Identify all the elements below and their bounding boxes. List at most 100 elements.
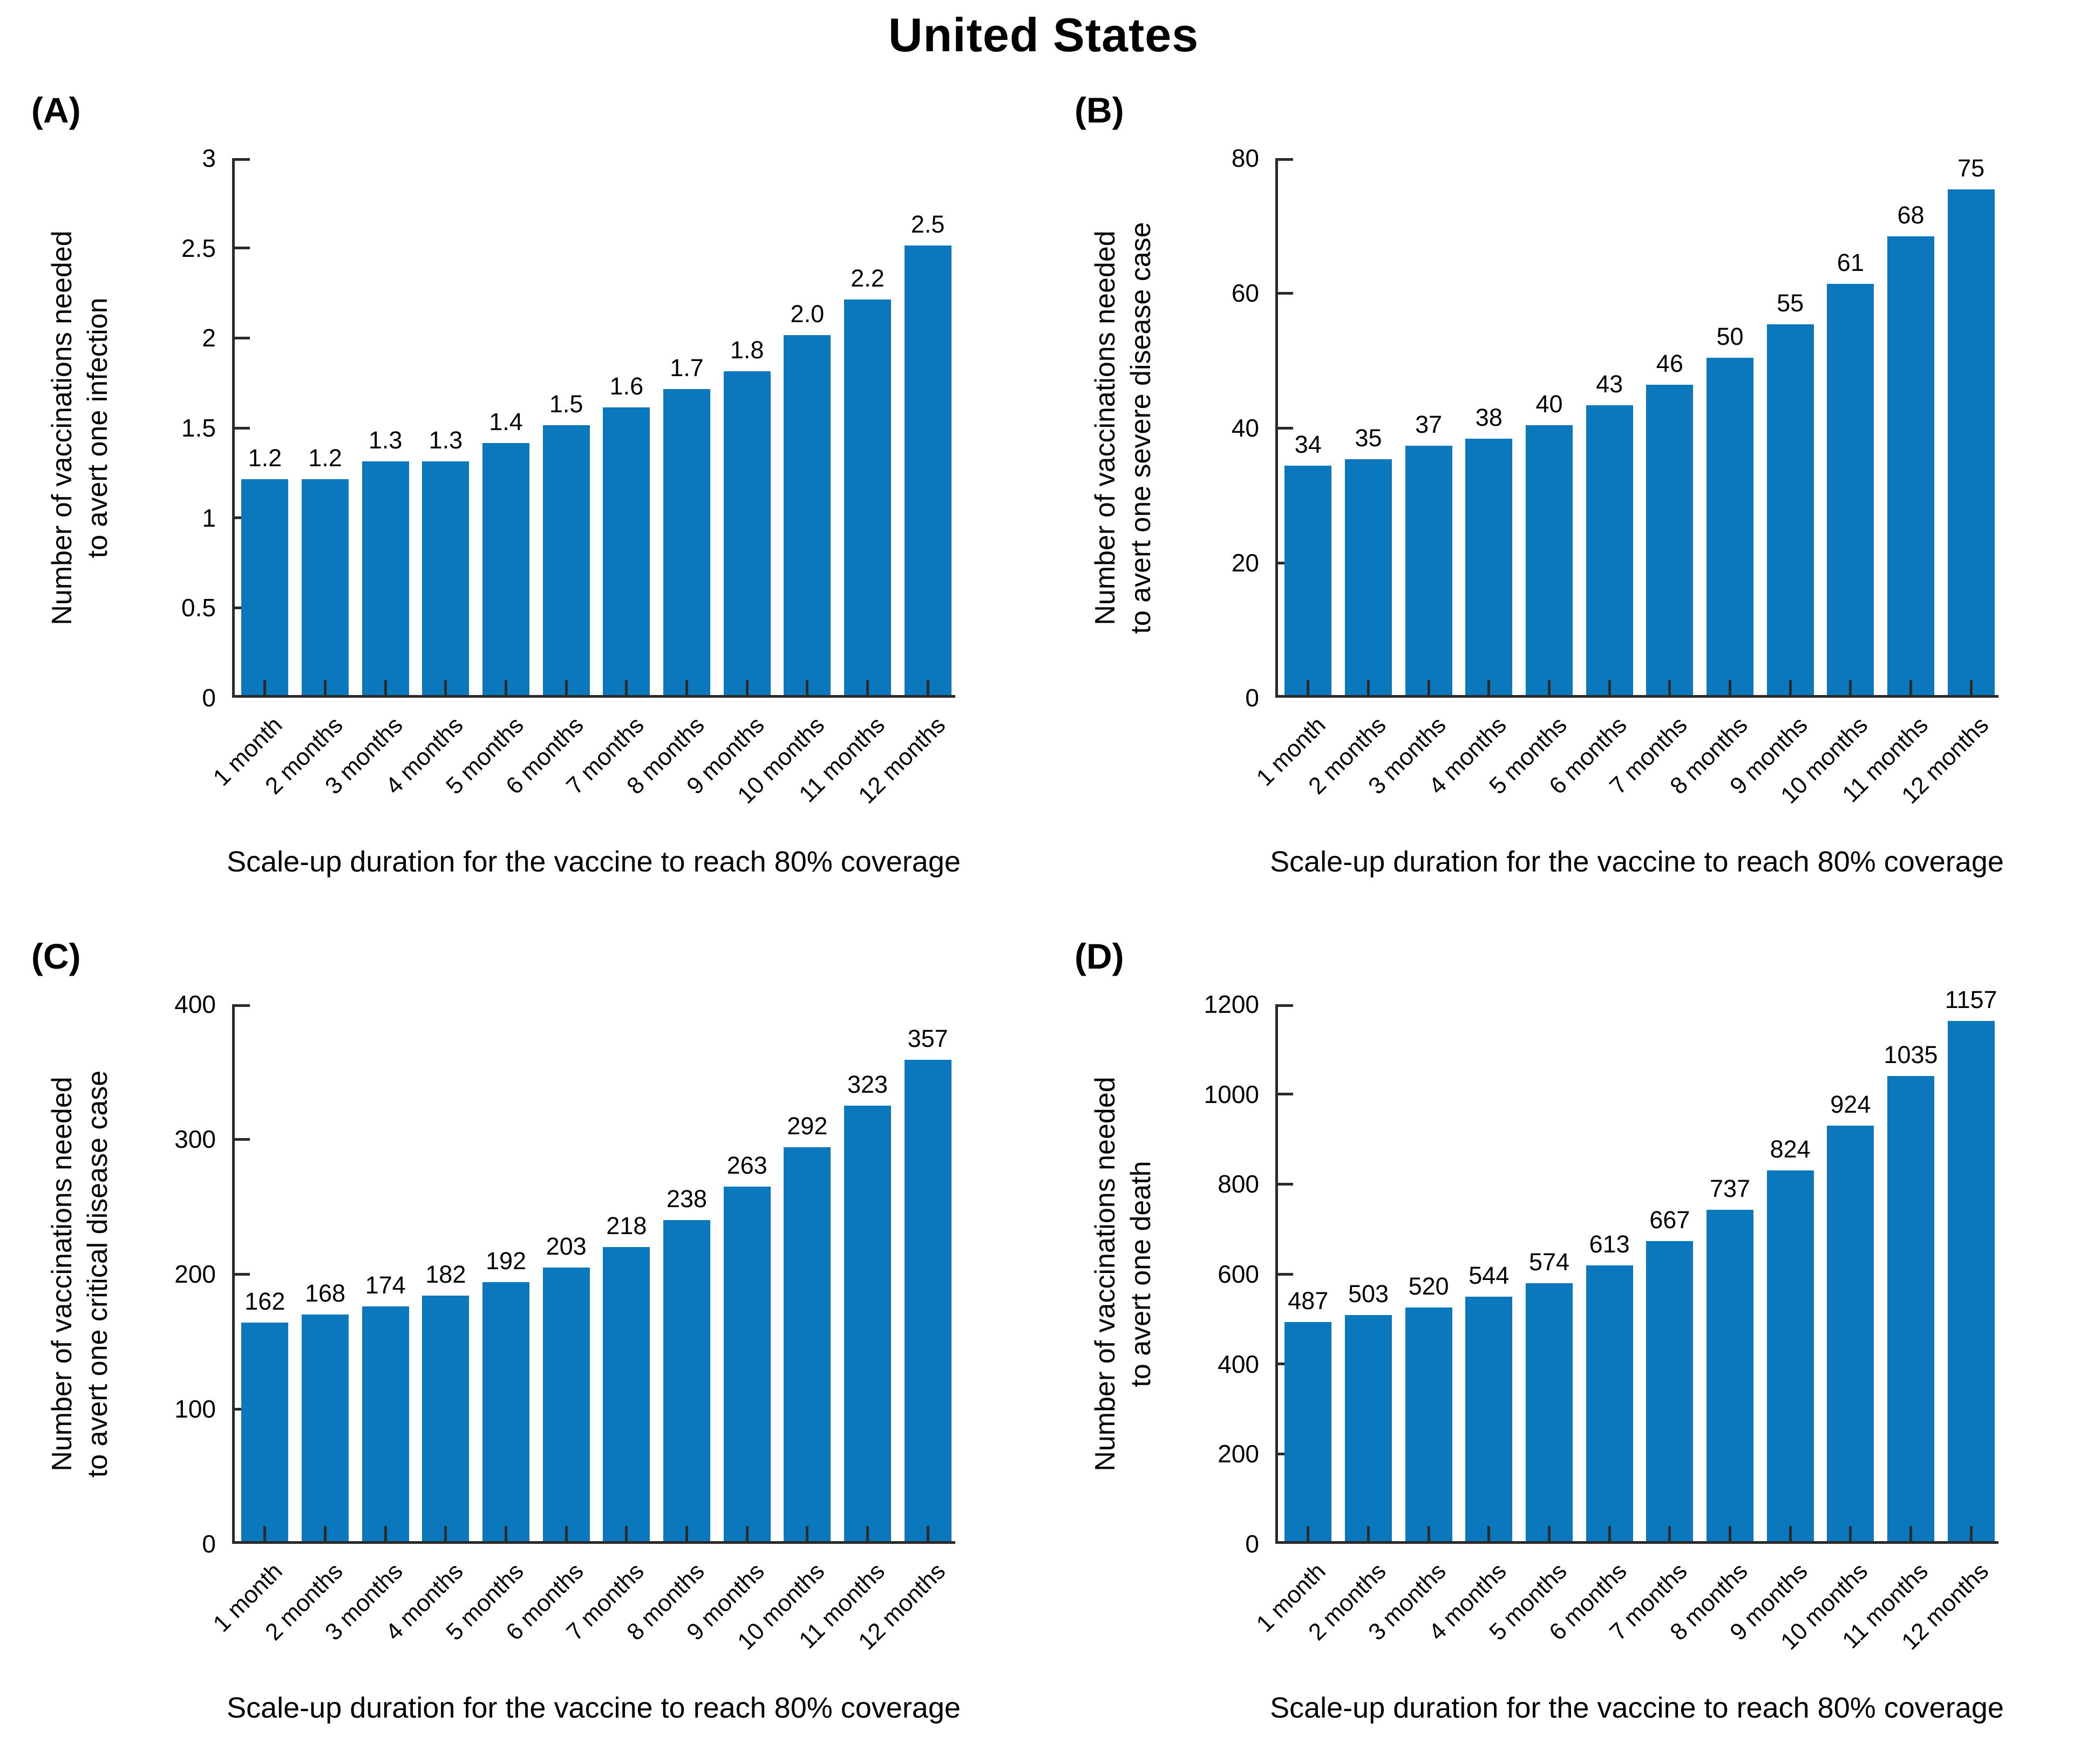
y-tick-mark <box>235 336 250 339</box>
bar-value-label: 68 <box>1897 201 1925 229</box>
x-tick-mark <box>324 680 327 695</box>
bar-value-label: 37 <box>1415 410 1443 438</box>
x-tick-mark <box>444 1526 447 1541</box>
bar-value-label: 1.5 <box>549 390 583 418</box>
x-tick-mark <box>926 1526 929 1541</box>
bar <box>1947 189 1995 695</box>
bar-value-label: 667 <box>1649 1206 1690 1234</box>
bar-value-label: 263 <box>726 1151 767 1179</box>
y-tick-mark <box>235 426 250 430</box>
x-tick-mark <box>1789 680 1792 695</box>
bar <box>241 1323 289 1541</box>
bar <box>784 1147 831 1541</box>
y-tick-mark <box>235 1138 250 1141</box>
bar-value-label: 61 <box>1837 248 1864 276</box>
x-tick-mark <box>1487 1526 1491 1541</box>
bar <box>904 1059 951 1541</box>
x-tick-mark <box>1849 680 1852 695</box>
bar-value-label: 487 <box>1288 1287 1329 1315</box>
bar <box>1525 425 1573 695</box>
y-tick-label: 400 <box>174 990 216 1018</box>
bar <box>603 407 650 695</box>
y-tick-label: 0 <box>1245 1530 1259 1558</box>
y-tick-mark <box>1278 426 1293 430</box>
panel-a-x-axis-title: Scale-up duration for the vaccine to rea… <box>227 846 961 878</box>
y-tick-mark <box>235 1004 250 1007</box>
bar-value-label: 182 <box>425 1261 466 1288</box>
x-tick-mark <box>926 680 929 695</box>
bar-value-label: 1.4 <box>489 408 523 436</box>
bar <box>1405 445 1452 695</box>
bar <box>1405 1307 1452 1541</box>
bar <box>844 299 892 695</box>
bar-value-label: 613 <box>1589 1230 1630 1258</box>
bar-value-label: 174 <box>365 1271 406 1299</box>
y-tick-mark <box>1278 1182 1293 1186</box>
bar <box>1706 358 1754 695</box>
x-tick-mark <box>1608 680 1611 695</box>
y-tick-label: 300 <box>174 1125 216 1153</box>
bar-value-label: 1.2 <box>308 444 342 472</box>
x-tick-mark <box>505 1526 507 1541</box>
panel-d: (D) Number of vaccinations needed to ave… <box>1043 915 2087 1761</box>
y-tick-label: 200 <box>174 1260 216 1288</box>
bar <box>1525 1283 1573 1541</box>
bar-value-label: 1.7 <box>670 354 704 382</box>
bar <box>362 1306 409 1541</box>
bar <box>663 1220 711 1541</box>
x-tick-mark <box>745 680 749 695</box>
bar <box>1766 1170 1814 1541</box>
bar <box>663 389 711 695</box>
y-tick-mark <box>1278 1093 1293 1096</box>
bar-value-label: 1035 <box>1884 1040 1938 1068</box>
x-tick-mark <box>1668 680 1671 695</box>
panel-c-x-axis-title: Scale-up duration for the vaccine to rea… <box>227 1692 961 1724</box>
y-tick-label: 1.5 <box>181 414 216 442</box>
bar <box>1465 1296 1513 1541</box>
bar-value-label: 1.3 <box>368 426 403 454</box>
bar <box>1827 1126 1874 1541</box>
panel-b: (B) Number of vaccinations needed to ave… <box>1043 69 2087 915</box>
x-tick-mark <box>1307 680 1310 695</box>
bar-value-label: 574 <box>1528 1248 1570 1276</box>
x-tick-mark <box>685 680 688 695</box>
panel-a-letter: (A) <box>31 90 81 130</box>
y-tick-label: 0.5 <box>181 594 216 622</box>
bar-value-label: 192 <box>485 1247 527 1275</box>
x-tick-mark <box>1548 680 1551 695</box>
bar <box>301 479 349 695</box>
x-tick-mark <box>1969 680 1973 695</box>
x-tick-mark <box>806 680 809 695</box>
x-tick-mark <box>1729 1526 1731 1541</box>
x-tick-mark <box>565 680 568 695</box>
bar-value-label: 357 <box>907 1024 948 1052</box>
x-tick-mark <box>1909 1526 1912 1541</box>
x-tick-mark <box>324 1526 327 1541</box>
x-tick-mark <box>866 1526 869 1541</box>
bar <box>542 1267 590 1541</box>
bar-value-label: 40 <box>1535 390 1563 418</box>
bar <box>844 1105 892 1541</box>
y-tick-mark <box>235 158 250 161</box>
bar <box>482 1282 530 1541</box>
x-tick-mark <box>1427 680 1430 695</box>
y-tick-mark <box>1278 1004 1293 1007</box>
bar-value-label: 292 <box>787 1112 828 1140</box>
panel-c-plot-area: 162 1 month 168 2 months 174 3 months 182 4 mon… <box>208 1004 955 1655</box>
panel-d-plot-area: 487 1 month 503 2 months 520 3 months 544 4 mon… <box>1251 986 1998 1655</box>
y-tick-label: 20 <box>1231 549 1259 577</box>
bar <box>422 1296 470 1541</box>
bar <box>723 1186 771 1541</box>
y-tick-label: 2 <box>202 324 216 352</box>
bar-value-label: 35 <box>1355 424 1382 452</box>
x-tick-mark <box>384 680 387 695</box>
bar <box>1646 385 1694 695</box>
bar <box>1284 1322 1332 1541</box>
y-tick-label: 40 <box>1231 414 1259 442</box>
bar-value-label: 323 <box>847 1070 888 1098</box>
bar <box>1887 236 1935 695</box>
panel-d-x-axis-title: Scale-up duration for the vaccine to rea… <box>1270 1692 2004 1724</box>
bar-value-label: 1.2 <box>248 444 282 472</box>
bar <box>1344 1315 1392 1541</box>
y-tick-label: 1000 <box>1204 1080 1259 1108</box>
